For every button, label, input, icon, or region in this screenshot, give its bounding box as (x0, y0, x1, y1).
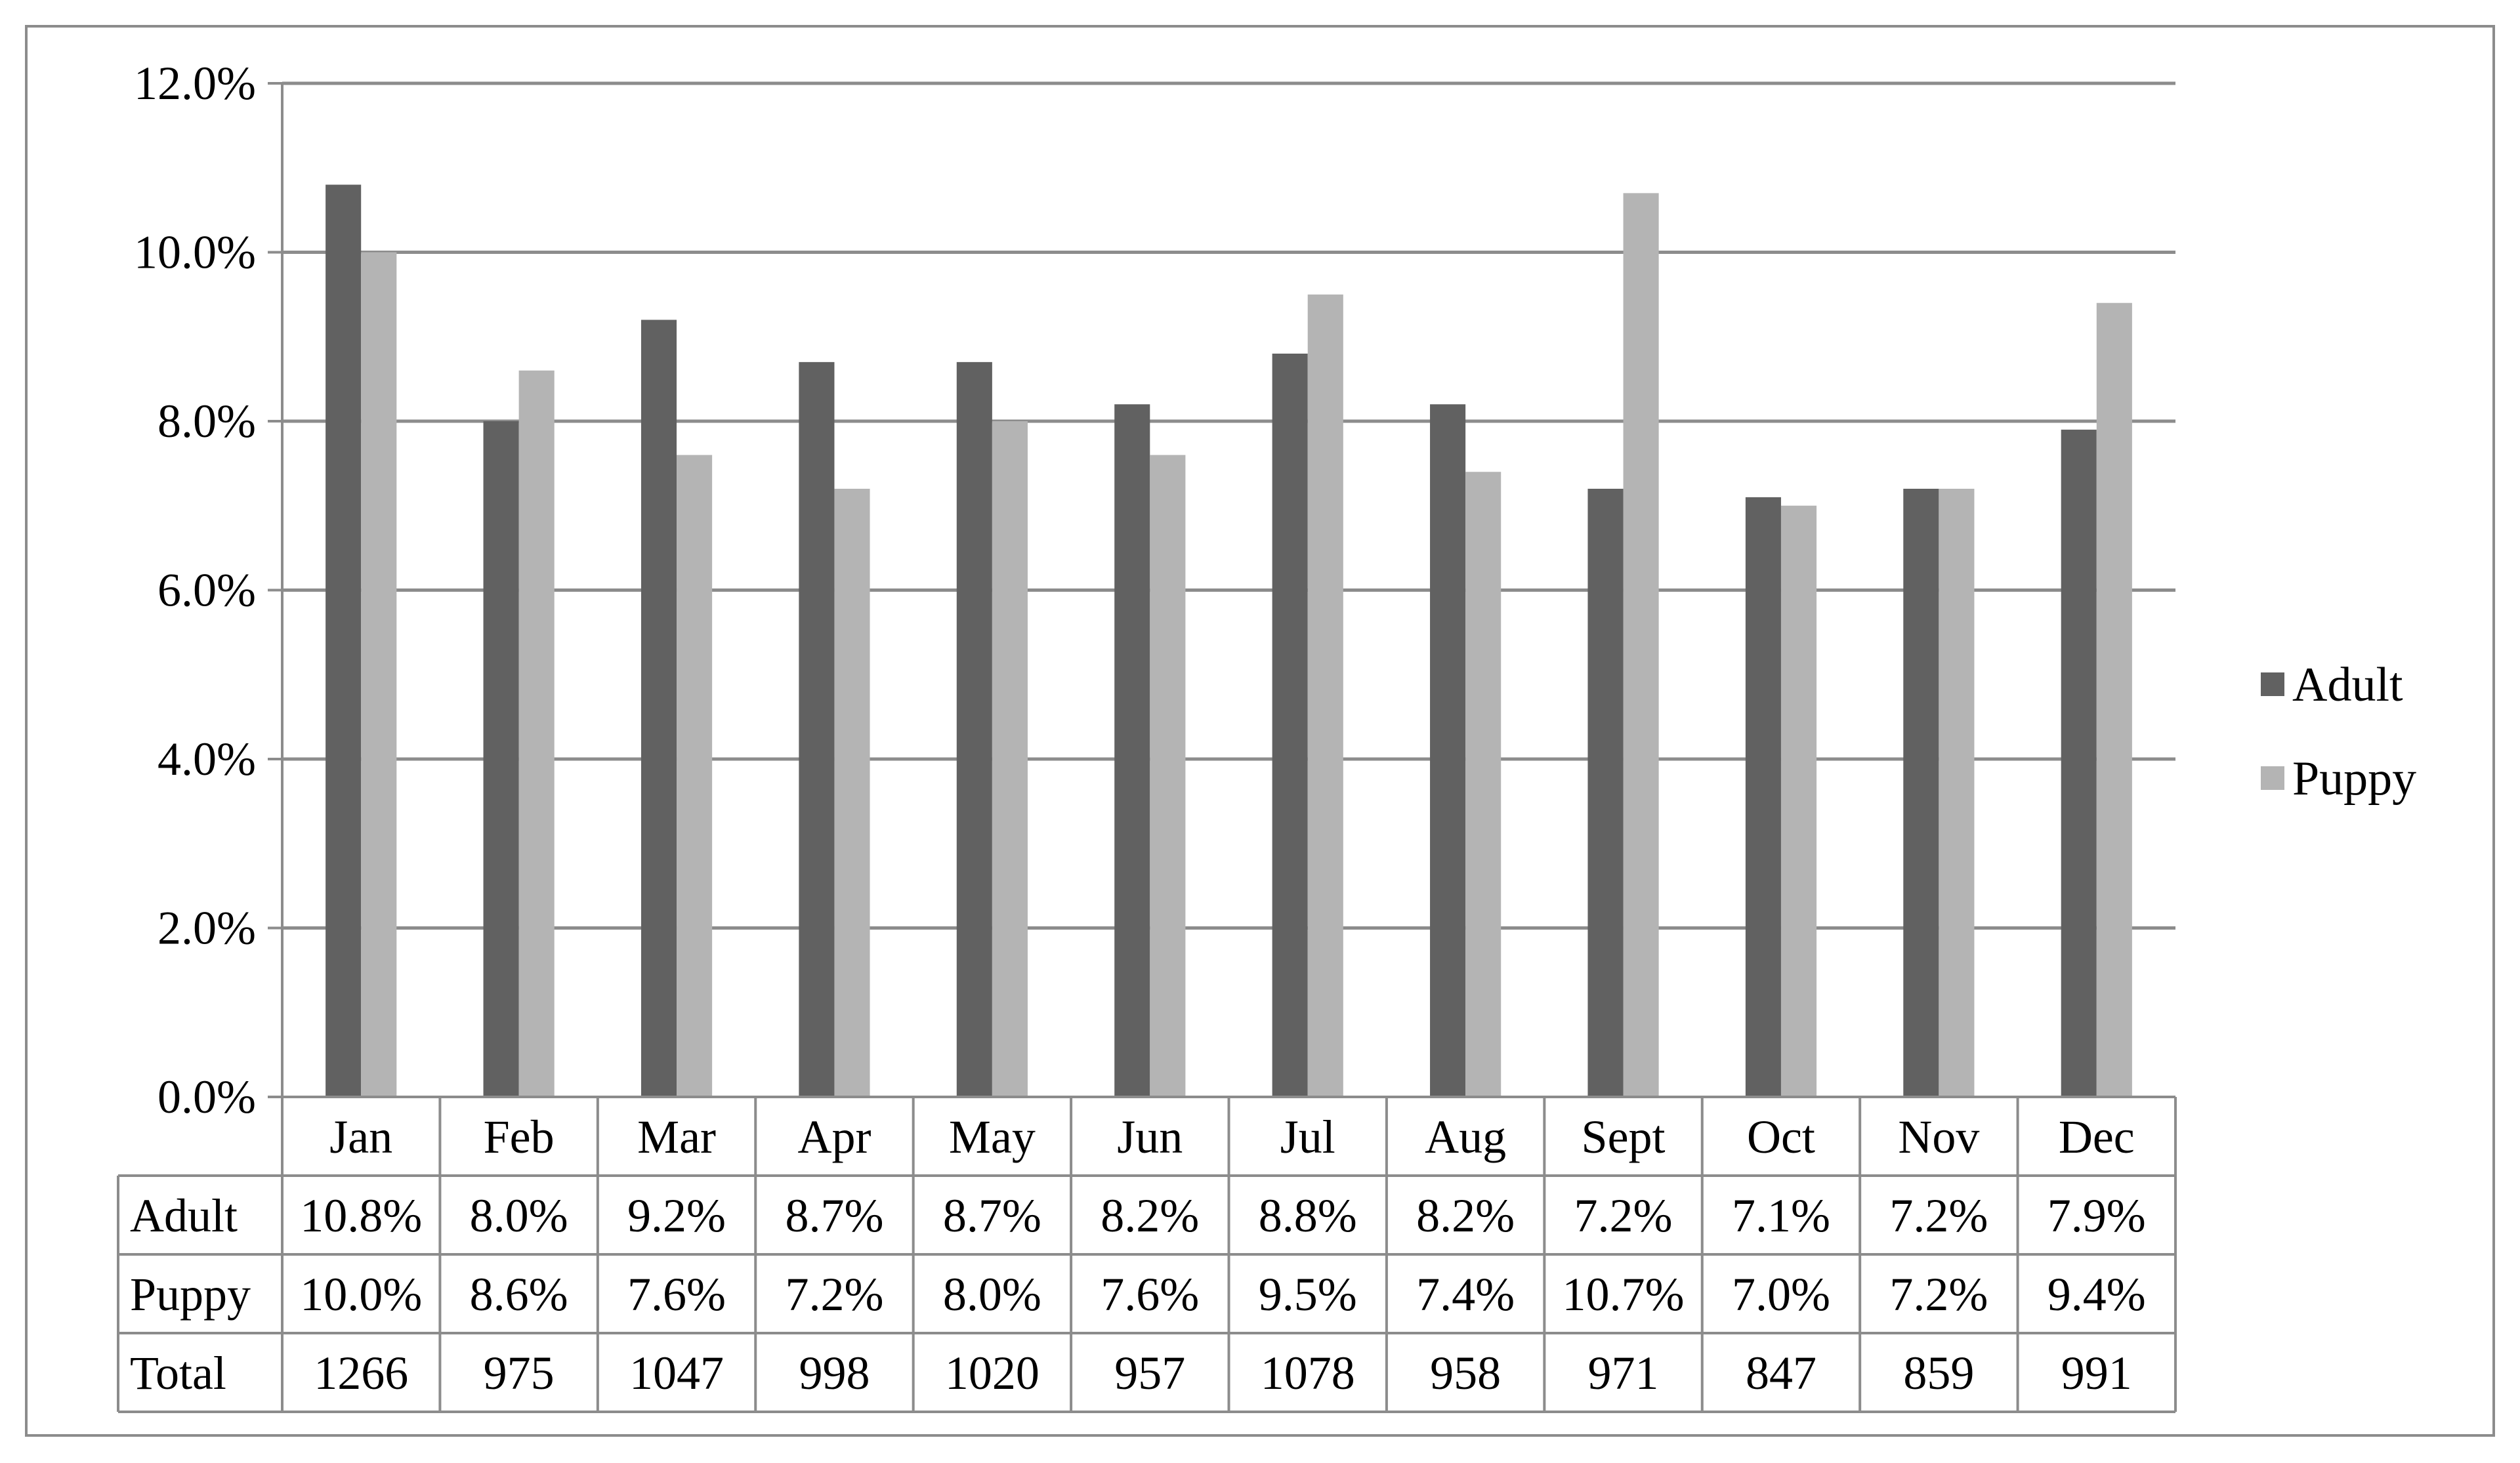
bar-adult (1745, 497, 1781, 1097)
legend-swatch-puppy (2261, 766, 2284, 790)
x-category-label: Jun (1117, 1111, 1183, 1163)
table-cell: 971 (1588, 1347, 1659, 1399)
table-cell: 8.8% (1259, 1189, 1357, 1242)
table-row-header: Puppy (130, 1268, 251, 1321)
table-cell: 10.7% (1563, 1268, 1685, 1321)
bar-puppy (677, 455, 713, 1097)
table-row-header: Total (130, 1347, 226, 1399)
table-cell: 847 (1746, 1347, 1816, 1399)
bar-adult (483, 421, 519, 1097)
x-category-label: May (949, 1111, 1036, 1163)
table-cell: 7.9% (2048, 1189, 2146, 1242)
y-tick-label: 4.0% (158, 733, 256, 785)
table-cell: 10.0% (300, 1268, 422, 1321)
y-tick-label: 6.0% (158, 564, 256, 617)
x-category-label: Jul (1280, 1111, 1335, 1163)
bar-puppy (1465, 472, 1502, 1097)
chart-border (25, 25, 2495, 1437)
table-cell: 975 (484, 1347, 555, 1399)
table-cell: 859 (1903, 1347, 1974, 1399)
bar-puppy (1939, 489, 1975, 1097)
table-cell: 1266 (314, 1347, 408, 1399)
bar-puppy (834, 489, 870, 1097)
table-cell: 1078 (1261, 1347, 1355, 1399)
x-category-label: Dec (2059, 1111, 2135, 1163)
x-category-label: Mar (637, 1111, 716, 1163)
table-cell: 8.7% (943, 1189, 1041, 1242)
table-cell: 7.0% (1732, 1268, 1830, 1321)
table-cell: 8.7% (785, 1189, 883, 1242)
y-tick-label: 8.0% (158, 395, 256, 447)
legend-label: Adult (2292, 658, 2403, 712)
x-category-label: Jan (329, 1111, 392, 1163)
bar-adult (956, 361, 992, 1097)
bar-puppy (2096, 302, 2132, 1097)
bar-puppy (361, 252, 397, 1097)
table-cell: 7.2% (1889, 1268, 1988, 1321)
table-cell: 7.1% (1732, 1189, 1830, 1242)
table-cell: 7.2% (1889, 1189, 1988, 1242)
bar-adult (1587, 489, 1624, 1097)
bar-puppy (1150, 455, 1186, 1097)
x-category-label: Aug (1425, 1111, 1506, 1163)
bar-puppy (1780, 505, 1817, 1097)
x-category-label: Apr (797, 1111, 871, 1163)
table-cell: 8.0% (943, 1268, 1041, 1321)
table-cell: 9.5% (1259, 1268, 1357, 1321)
table-cell: 7.4% (1416, 1268, 1515, 1321)
table-cell: 958 (1430, 1347, 1501, 1399)
legend-label: Puppy (2292, 752, 2416, 806)
table-cell: 8.2% (1416, 1189, 1515, 1242)
table-cell: 7.6% (1101, 1268, 1199, 1321)
y-tick-label: 12.0% (134, 57, 256, 110)
table-cell: 7.6% (627, 1268, 726, 1321)
bar-adult (640, 319, 677, 1097)
bar-adult (1114, 404, 1150, 1097)
bar-puppy (992, 421, 1028, 1097)
bar-adult (326, 184, 362, 1097)
x-category-label: Oct (1747, 1111, 1815, 1163)
table-cell: 991 (2061, 1347, 2132, 1399)
y-tick-label: 2.0% (158, 902, 256, 955)
table-cell: 7.2% (1574, 1189, 1673, 1242)
bar-adult (1272, 354, 1308, 1097)
table-row-header: Adult (130, 1189, 238, 1242)
bar-adult (799, 361, 835, 1097)
y-tick-label: 0.0% (158, 1071, 256, 1123)
table-cell: 998 (799, 1347, 870, 1399)
bar-puppy (518, 370, 555, 1097)
y-tick-label: 10.0% (134, 226, 256, 279)
table-cell: 8.6% (470, 1268, 568, 1321)
bar-puppy (1623, 193, 1659, 1097)
table-cell: 1047 (629, 1347, 724, 1399)
x-category-label: Sept (1582, 1111, 1666, 1163)
table-cell: 8.0% (470, 1189, 568, 1242)
legend-swatch-adult (2261, 672, 2284, 696)
table-cell: 1020 (945, 1347, 1040, 1399)
table-cell: 9.4% (2048, 1268, 2146, 1321)
table-cell: 10.8% (300, 1189, 422, 1242)
table-cell: 957 (1114, 1347, 1185, 1399)
table-cell: 7.2% (785, 1268, 883, 1321)
bar-adult (1430, 404, 1466, 1097)
bar-adult (2061, 429, 2097, 1097)
x-category-label: Feb (484, 1111, 555, 1163)
bar-puppy (1307, 294, 1343, 1097)
table-cell: 9.2% (627, 1189, 726, 1242)
table-cell: 8.2% (1101, 1189, 1199, 1242)
x-category-label: Nov (1898, 1111, 1979, 1163)
bar-adult (1903, 489, 1939, 1097)
